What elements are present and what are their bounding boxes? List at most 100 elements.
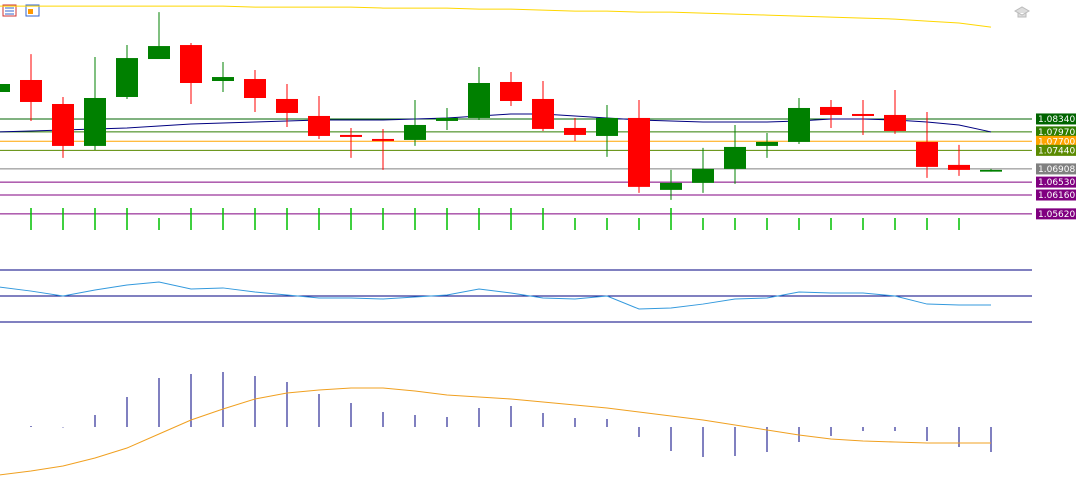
candle-body: [948, 164, 970, 170]
candle-body: [596, 117, 618, 136]
indicator-bar: [254, 208, 256, 230]
candle-body: [756, 141, 778, 146]
candle-body: [0, 84, 10, 92]
level-label: 1.07970: [1038, 128, 1075, 138]
oscillator-line: [0, 281, 991, 310]
moving-average: [0, 113, 992, 133]
indicator-bar: [222, 208, 224, 230]
candle-body: [660, 182, 682, 190]
histogram-bar: [222, 372, 224, 427]
candle-body: [340, 134, 362, 137]
indicator-bar: [318, 208, 320, 230]
candle-body: [916, 141, 938, 167]
candle-body: [820, 106, 842, 115]
indicator-bar: [350, 208, 352, 230]
candle-body: [372, 138, 394, 141]
indicator-bar: [958, 218, 960, 230]
level-label-box: [1036, 176, 1076, 188]
histogram-bar: [126, 397, 128, 427]
histogram-bar: [510, 406, 512, 427]
indicator-bar: [190, 208, 192, 230]
signal-line: [0, 387, 991, 476]
indicator-bar: [158, 218, 160, 230]
level-label-box: [1036, 126, 1076, 138]
histogram-bar: [990, 427, 992, 452]
histogram-bar: [606, 419, 608, 427]
level-label-box: [1036, 113, 1076, 125]
icon-square: [28, 9, 33, 14]
indicator-bar: [638, 218, 640, 230]
histogram-bar: [478, 408, 480, 427]
level-label-box: [1036, 163, 1076, 175]
candle-body: [500, 81, 522, 101]
candle-body: [564, 127, 586, 135]
level-label-box: [1036, 144, 1076, 156]
level-label: 1.07700: [1038, 137, 1075, 147]
indicator-bar: [766, 218, 768, 230]
candle-body: [436, 117, 458, 121]
histogram-bar: [542, 413, 544, 427]
level-label-box: [1036, 189, 1076, 201]
histogram-bar: [670, 427, 672, 451]
indicator-bar: [94, 208, 96, 230]
candle-body: [628, 117, 650, 187]
histogram-bar: [574, 418, 576, 427]
indicator-bar: [30, 208, 32, 230]
icon-cap[interactable]: [1013, 6, 1031, 18]
histogram-bar: [894, 427, 896, 431]
histogram-bar: [862, 427, 864, 431]
histogram-bar: [382, 412, 384, 427]
candle-body: [52, 103, 74, 146]
histogram-bar: [926, 427, 928, 441]
toolbar-icons[interactable]: [2, 4, 40, 17]
level-label: 1.07440: [1038, 146, 1075, 156]
indicator-bar: [830, 218, 832, 230]
indicator-bar: [446, 208, 448, 230]
candle-body: [244, 79, 266, 98]
histogram-bar: [350, 403, 352, 427]
candle-body: [148, 46, 170, 60]
histogram-bar: [830, 427, 832, 436]
histogram-bar: [766, 427, 768, 452]
histogram-bar: [958, 427, 960, 447]
level-label: 1.08340: [1038, 115, 1075, 125]
histogram-bar: [254, 376, 256, 427]
histogram-bar: [158, 378, 160, 427]
candle-body: [788, 107, 810, 142]
indicator-bar: [62, 208, 64, 230]
level-label: 1.06160: [1038, 191, 1075, 201]
level-label-box: [1036, 208, 1076, 220]
histogram-bar: [190, 374, 192, 427]
level-label: 1.05620: [1038, 210, 1075, 220]
histogram-bar: [734, 427, 736, 456]
histogram-bar: [318, 394, 320, 427]
candle-body: [532, 98, 554, 129]
level-label: 1.06908: [1038, 165, 1075, 175]
candle-body: [116, 58, 138, 97]
histogram-bar: [414, 415, 416, 427]
indicator-bar: [414, 208, 416, 230]
indicator-bar: [542, 208, 544, 230]
candle-body: [884, 114, 906, 131]
indicator-bar: [734, 218, 736, 230]
histogram-bar: [94, 415, 96, 427]
histogram-bar: [30, 426, 32, 427]
candle-body: [276, 98, 298, 113]
indicator-bar: [126, 208, 128, 230]
candle-body: [724, 146, 746, 169]
indicator-bar: [478, 208, 480, 230]
moving-average: [0, 5, 992, 28]
level-label-box: [1036, 135, 1076, 147]
candle-body: [20, 79, 42, 102]
level-label: 1.06530: [1038, 178, 1075, 188]
indicator-bar: [286, 208, 288, 230]
indicator-bar: [606, 218, 608, 230]
candle-body: [404, 124, 426, 140]
candle-body: [84, 97, 106, 146]
indicator-bar: [510, 208, 512, 230]
histogram-bar: [702, 427, 704, 457]
indicator-bar: [862, 218, 864, 230]
candle-body: [180, 45, 202, 83]
indicator-bar: [702, 218, 704, 230]
